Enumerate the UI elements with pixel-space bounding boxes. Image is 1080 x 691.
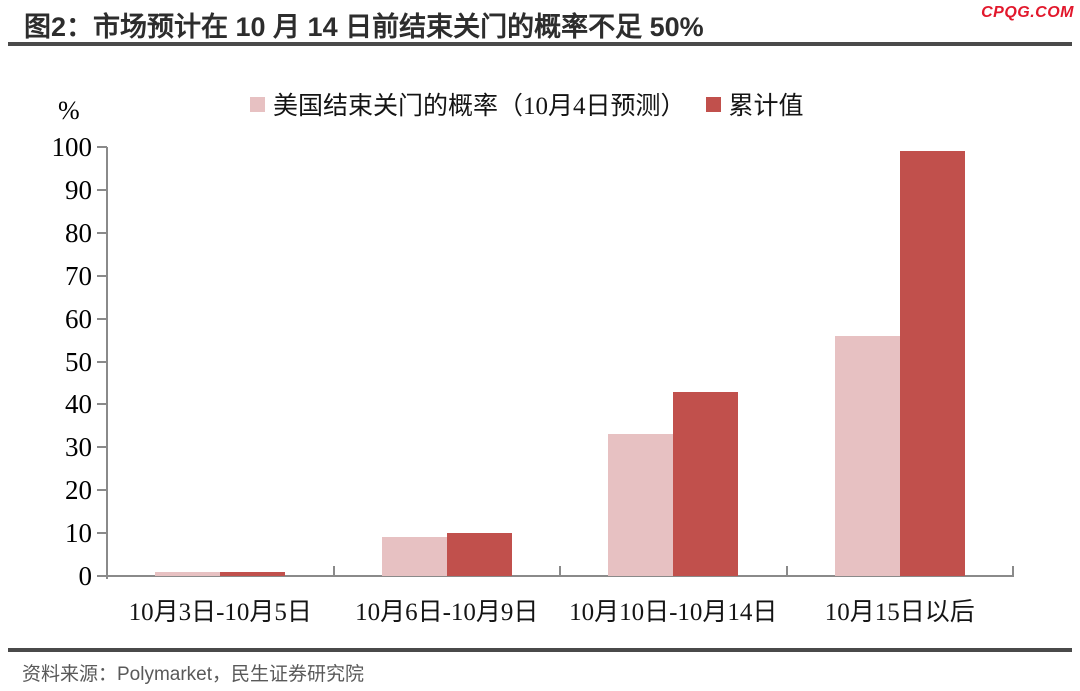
y-tick-mark <box>97 360 107 363</box>
bar-forecast <box>608 434 674 576</box>
y-tick-mark <box>97 146 107 148</box>
y-tick-label: 10 <box>65 518 92 549</box>
y-axis-unit-label: % <box>58 96 80 125</box>
y-tick-label: 40 <box>65 389 92 420</box>
y-tick-label: 80 <box>65 217 92 248</box>
y-tick-mark <box>97 403 107 406</box>
bar-forecast <box>155 571 221 576</box>
y-tick-mark <box>97 446 107 449</box>
y-tick-label: 30 <box>65 432 92 463</box>
legend-label: 美国结束关门的概率（10月4日预测） <box>273 93 686 120</box>
y-tick-mark <box>97 188 107 191</box>
category-label: 10月15日以后 <box>824 599 975 626</box>
bar-cumulative <box>220 571 286 576</box>
legend-label: 累计值 <box>728 93 804 120</box>
y-tick-label: 100 <box>51 132 93 162</box>
bar-cumulative <box>899 151 965 576</box>
category-label: 10月6日-10月9日 <box>355 599 539 626</box>
y-tick-mark <box>97 317 107 320</box>
x-boundary-tick <box>785 566 788 576</box>
legend-swatch-icon <box>705 96 721 112</box>
y-tick-label: 20 <box>65 475 92 506</box>
legend-item-1: 累计值 <box>705 86 804 122</box>
source-note: 资料来源：Polymarket，民生证券研究院 <box>22 664 365 685</box>
y-axis-line <box>106 147 108 579</box>
y-tick-label: 50 <box>65 346 92 377</box>
legend-swatch-icon <box>250 96 265 112</box>
x-boundary-tick <box>1012 566 1014 576</box>
title-divider <box>8 42 1072 46</box>
y-tick-mark <box>97 575 107 577</box>
category-label: 10月3日-10月5日 <box>128 599 312 626</box>
y-tick-mark <box>97 231 107 234</box>
bar-forecast <box>381 537 447 576</box>
y-tick-label: 90 <box>65 174 92 205</box>
category-label: 10月10日-10月14日 <box>569 599 778 626</box>
x-boundary-tick <box>559 566 561 576</box>
brand-logo: CPQG.COM <box>981 4 1074 21</box>
y-tick-mark <box>97 532 107 535</box>
chart-legend: 美国结束关门的概率（10月4日预测） 累计值 <box>250 86 804 122</box>
bar-cumulative <box>446 533 512 576</box>
y-tick-mark <box>97 274 107 277</box>
bar-forecast <box>834 335 900 576</box>
y-tick-mark <box>97 489 107 492</box>
y-tick-label: 60 <box>65 303 92 334</box>
bar-cumulative <box>673 391 739 576</box>
x-axis-line <box>106 575 1014 577</box>
figure-title: 图2：市场预计在 10 月 14 日前结束关门的概率不足 50% <box>24 12 704 42</box>
legend-item-0: 美国结束关门的概率（10月4日预测） <box>250 86 686 122</box>
y-tick-label: 0 <box>78 561 93 591</box>
footer-divider <box>8 648 1072 652</box>
y-tick-label: 70 <box>65 260 92 291</box>
x-boundary-tick <box>332 566 335 576</box>
